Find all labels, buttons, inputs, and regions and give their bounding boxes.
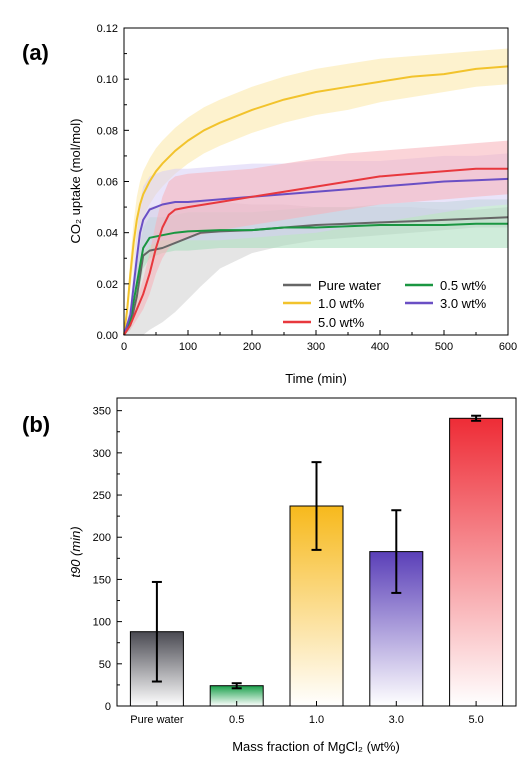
legend-item-5-0-wt: 5.0 wt% — [283, 315, 365, 330]
y-tick-label: 100 — [93, 617, 111, 629]
chart-a-lines — [123, 65, 509, 336]
series-line-0-5-wt — [123, 222, 508, 336]
y-tick-label: 200 — [93, 532, 111, 544]
legend-label: 1.0 wt% — [318, 296, 365, 311]
series-line-5-0-wt — [123, 167, 508, 336]
chart-a-x-ticks: 0 100 200 300 400 500 600 — [121, 330, 517, 353]
x-tick-label: 600 — [499, 341, 517, 353]
y-tick-label: 150 — [93, 574, 111, 586]
x-tick-label: 0 — [121, 341, 127, 353]
legend-item-3-0-wt: 3.0 wt% — [405, 296, 487, 311]
chart-a: (a) 0 100 200 300 400 500 600 0.00 0.02 0.04 0.06… — [22, 23, 517, 386]
panel-a-label: (a) — [22, 40, 49, 65]
series-line-1-0-wt — [123, 65, 509, 336]
series-band-5-0-wt — [124, 140, 508, 335]
chart-a-y-axis-title: CO₂ uptake (mol/mol) — [68, 119, 83, 244]
chart-a-x-axis-title: Time (min) — [285, 371, 347, 386]
legend-item-1-0-wt: 1.0 wt% — [283, 296, 365, 311]
legend-item-pure-water: Pure water — [283, 278, 382, 293]
y-tick-label: 0.10 — [97, 74, 118, 86]
x-tick-label: 3.0 — [389, 714, 404, 726]
x-tick-label: 300 — [307, 341, 325, 353]
y-tick-label: 0 — [105, 701, 111, 713]
legend-label: 3.0 wt% — [440, 296, 487, 311]
x-tick-label: 400 — [371, 341, 389, 353]
chart-b-y-ticks: 0 50 100 150 200 250 300 350 — [93, 406, 122, 713]
y-tick-label: 0.08 — [97, 125, 118, 137]
y-tick-label: 0.06 — [97, 177, 118, 189]
chart-b-x-axis-title: Mass fraction of MgCl₂ (wt%) — [232, 739, 400, 754]
bar-5-0 — [449, 417, 504, 707]
series-line-3-0-wt — [123, 177, 509, 336]
series-band-1-0-wt — [124, 48, 508, 335]
x-tick-label: 0.5 — [229, 714, 244, 726]
legend-label: 0.5 wt% — [440, 278, 487, 293]
y-tick-label: 300 — [93, 448, 111, 460]
legend-label: Pure water — [318, 278, 382, 293]
y-tick-label: 0.00 — [97, 330, 118, 342]
legend-item-0-5-wt: 0.5 wt% — [405, 278, 487, 293]
y-tick-label: 0.04 — [97, 228, 118, 240]
x-tick-label: 100 — [179, 341, 197, 353]
x-tick-label: 200 — [243, 341, 261, 353]
series-line-pure-water — [123, 216, 509, 336]
y-tick-label: 0.02 — [97, 279, 118, 291]
y-tick-label: 0.12 — [97, 23, 118, 35]
panel-b-label: (b) — [22, 412, 50, 437]
x-tick-label: 5.0 — [468, 714, 483, 726]
x-tick-label: 500 — [435, 341, 453, 353]
legend-label: 5.0 wt% — [318, 315, 365, 330]
y-tick-label: 50 — [99, 659, 111, 671]
y-tick-label: 350 — [93, 406, 111, 418]
x-tick-label: Pure water — [130, 714, 184, 726]
chart-a-y-ticks: 0.00 0.02 0.04 0.06 0.08 0.10 0.12 — [97, 23, 129, 342]
chart-b: (b) Pure water 0.5 1.0 3.0 5.0 0 50 100 150 200 2… — [22, 397, 517, 754]
chart-a-legend: Pure water 0.5 wt% 1.0 wt% 3.0 wt% 5.0 wt% — [283, 278, 487, 330]
x-tick-label: 1.0 — [309, 714, 324, 726]
chart-b-error-bars — [151, 414, 482, 690]
y-tick-label: 250 — [93, 490, 111, 502]
chart-b-y-axis-title: t90 (min) — [68, 526, 83, 577]
chart-b-x-ticks: Pure water 0.5 1.0 3.0 5.0 — [130, 701, 484, 726]
